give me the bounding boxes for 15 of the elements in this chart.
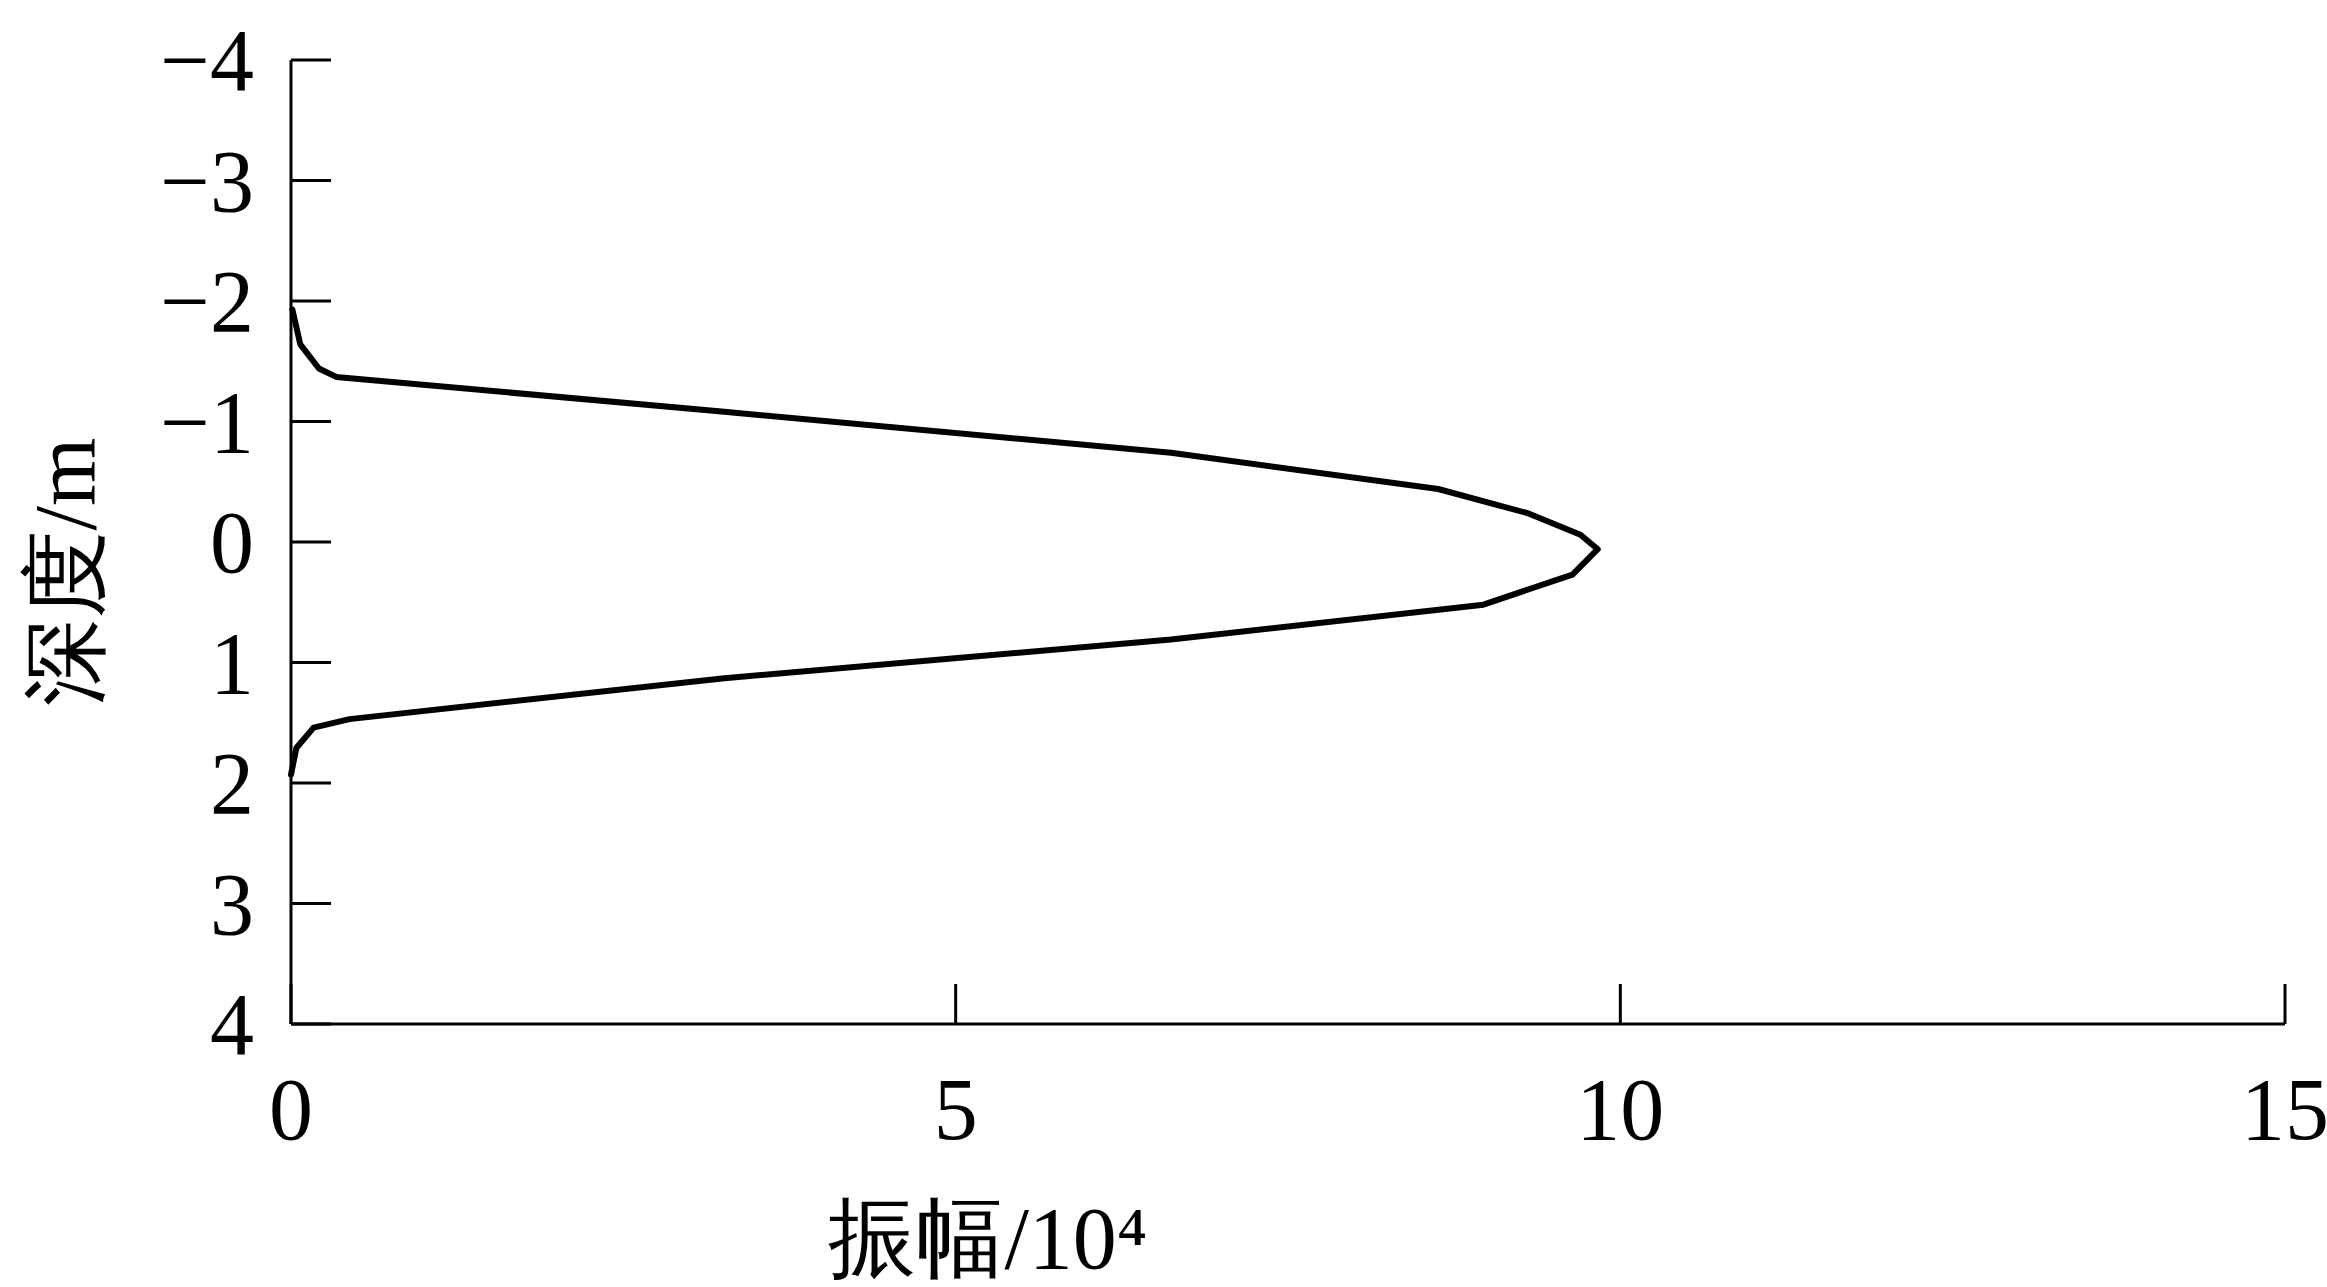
y-tick-label: −3 (160, 132, 254, 230)
y-axis-title: 深度/m (17, 437, 114, 707)
y-tick-label: 4 (210, 976, 254, 1073)
x-tick-label: 0 (269, 1061, 313, 1158)
x-tick-label: 5 (933, 1061, 978, 1158)
y-tick-label: 0 (210, 494, 254, 591)
x-tick-label: 10 (1576, 1061, 1665, 1158)
y-tick-label: 2 (210, 735, 254, 832)
y-tick-label: −2 (160, 253, 254, 350)
x-axis-title: 振幅/10⁴ (828, 1190, 1148, 1287)
y-tick-label: −4 (160, 12, 254, 109)
y-tick-label: 1 (210, 614, 254, 712)
y-tick-label: −1 (160, 373, 254, 471)
y-tick-label: 3 (210, 855, 254, 953)
x-tick-label: 15 (2241, 1061, 2327, 1158)
